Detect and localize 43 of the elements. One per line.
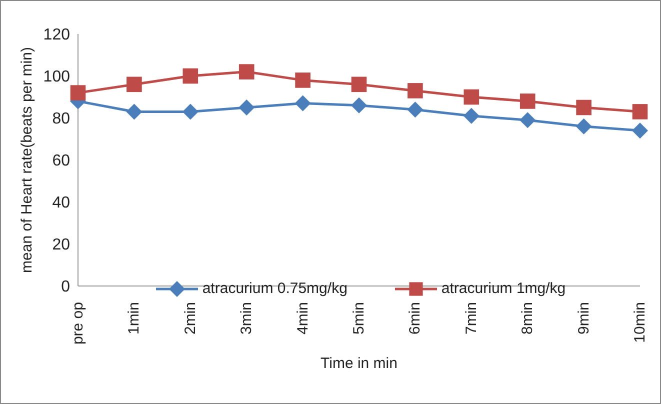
x-tick-label: 9min	[575, 302, 592, 335]
point	[632, 104, 648, 120]
x-tick-label: 2min	[182, 302, 199, 335]
point	[464, 89, 480, 105]
x-tick-label: 7min	[462, 302, 480, 335]
x-axis-title: Time in min	[320, 355, 398, 372]
point	[182, 68, 198, 84]
y-tick-label: 40	[52, 194, 70, 212]
x-tick-label: 5min	[350, 302, 368, 335]
x-tick-label: 3min	[238, 302, 256, 335]
point	[351, 97, 367, 114]
point	[70, 85, 86, 100]
point	[351, 76, 367, 92]
point	[520, 94, 536, 109]
y-tick-label: 80	[52, 110, 70, 128]
y-axis-title: mean of Heart rate(beats per min)	[18, 47, 36, 273]
point	[295, 72, 310, 88]
point	[576, 118, 592, 134]
x-tick-label: 4min	[294, 302, 312, 335]
point	[126, 104, 142, 120]
point	[182, 104, 198, 120]
point	[632, 122, 648, 139]
point	[238, 64, 254, 80]
legend-label: atracurium 1mg/kg	[441, 280, 566, 297]
point	[463, 108, 480, 124]
point	[576, 100, 592, 116]
point	[408, 83, 423, 98]
point	[520, 112, 536, 128]
y-tick-label: 0	[61, 278, 70, 296]
x-tick-label: 8min	[519, 302, 536, 335]
y-tick-label: 100	[43, 68, 70, 86]
y-tick-label: 120	[43, 26, 70, 44]
x-tick-label: 1min	[126, 302, 143, 335]
y-tick-label: 60	[52, 152, 70, 170]
point	[407, 102, 424, 118]
point	[126, 76, 142, 92]
point	[294, 95, 311, 112]
point	[238, 100, 255, 116]
x-tick-label: pre op	[70, 302, 86, 345]
x-tick-label: 10min	[632, 302, 648, 343]
legend-label: atracurium 0.75mg/kg	[202, 280, 348, 297]
x-tick-label: 6min	[406, 302, 424, 335]
y-tick-label: 20	[52, 236, 70, 254]
